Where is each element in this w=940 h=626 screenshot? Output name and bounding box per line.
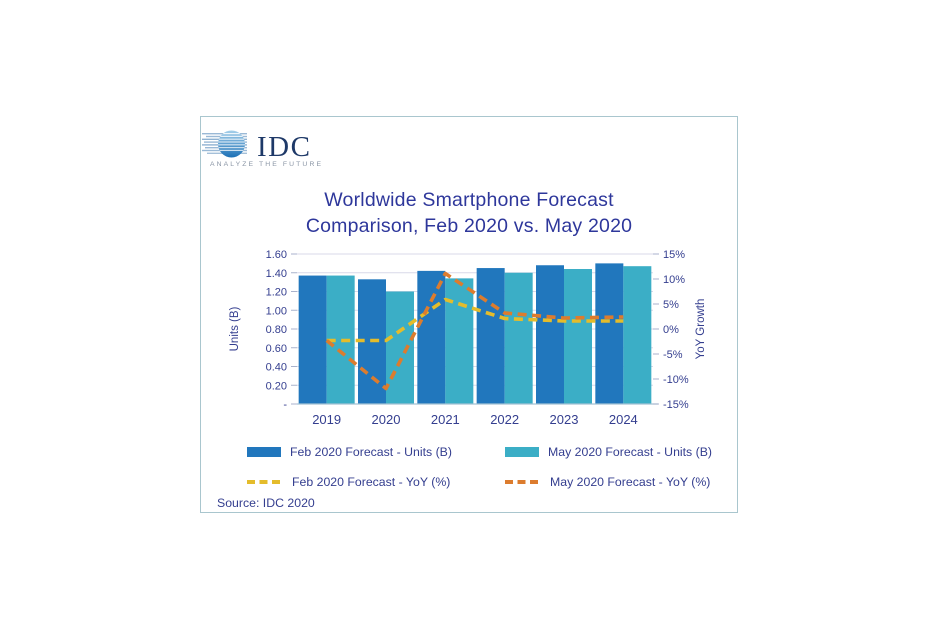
left-tick-label: 0.60 xyxy=(266,343,287,355)
right-axis: 15% 10% 5% 0% -5% -10% -15% xyxy=(653,249,689,411)
legend-label: Feb 2020 Forecast - Units (B) xyxy=(290,445,452,459)
forecast-chart: 1.601.401.201.000.800.600.400.20-15%10%5… xyxy=(229,249,707,427)
x-tick-label-2022: 2022 xyxy=(490,412,519,427)
chart-legend: Feb 2020 Forecast - Units (B) May 2020 Fo… xyxy=(247,445,712,489)
idc-globe-icon xyxy=(218,130,245,158)
left-tick-label: 1.40 xyxy=(266,268,287,280)
legend-bar-swatch xyxy=(505,447,539,457)
left-tick-label: 1.20 xyxy=(266,287,287,299)
idc-logo-text: IDC xyxy=(257,131,311,163)
yoy-line-feb-forecast xyxy=(326,297,624,343)
right-tick-label: 10% xyxy=(663,274,685,286)
legend-dashed-line-swatch xyxy=(505,480,541,484)
left-axis: 1.60 1.40 1.20 1.00 0.80 0.60 0.40 0.20 - xyxy=(266,249,297,411)
x-tick-label-2019: 2019 xyxy=(312,412,341,427)
left-tick-label: - xyxy=(283,399,287,411)
legend-bar-swatch xyxy=(247,447,281,457)
left-tick-label: 0.20 xyxy=(266,380,287,392)
legend-label: Feb 2020 Forecast - YoY (%) xyxy=(292,475,451,489)
chart-title-line1: Worldwide Smartphone Forecast xyxy=(324,189,614,211)
x-tick-label-2023: 2023 xyxy=(550,412,579,427)
source-note: Source: IDC 2020 xyxy=(217,496,315,510)
idc-logo-tagline: ANALYZE THE FUTURE xyxy=(210,161,324,168)
bar-feb-2023 xyxy=(536,265,564,404)
x-axis-labels: 2019 2020 2021 2022 2023 2024 xyxy=(312,412,638,427)
idc-logo: IDC xyxy=(202,130,311,163)
right-tick-label: 15% xyxy=(663,249,685,261)
legend-item-may-units: May 2020 Forecast - Units (B) xyxy=(505,445,712,459)
x-tick-label-2021: 2021 xyxy=(431,412,460,427)
legend-item-feb-yoy: Feb 2020 Forecast - YoY (%) xyxy=(247,475,505,489)
bar-feb-2021 xyxy=(417,270,446,404)
bar-feb-2019 xyxy=(298,275,327,404)
left-tick-label: 0.40 xyxy=(266,362,287,374)
left-axis-title: Units (B) xyxy=(229,306,241,351)
right-tick-label: -15% xyxy=(663,399,689,411)
bars-feb-forecast xyxy=(298,263,624,404)
yoy-line-may-forecast xyxy=(325,271,624,391)
bar-feb-2022 xyxy=(476,268,505,404)
right-tick-label: 0% xyxy=(663,324,679,336)
legend-label: May 2020 Forecast - YoY (%) xyxy=(550,475,711,489)
right-tick-label: 5% xyxy=(663,299,679,311)
bar-may-2020 xyxy=(386,291,414,404)
bar-may-2022 xyxy=(504,272,533,404)
chart-title-line2: Comparison, Feb 2020 vs. May 2020 xyxy=(305,215,633,237)
chart-card: IDC ANALYZE THE FUTURE Worldwide Smartph… xyxy=(200,116,738,513)
bar-feb-2024 xyxy=(595,263,624,404)
left-tick-label: 0.80 xyxy=(266,324,287,336)
left-tick-label: 1.60 xyxy=(266,249,287,261)
right-tick-label: -10% xyxy=(663,374,689,386)
x-tick-label-2024: 2024 xyxy=(609,412,638,427)
bar-may-2023 xyxy=(564,269,592,404)
legend-label: May 2020 Forecast - Units (B) xyxy=(548,445,713,459)
x-tick-label-2020: 2020 xyxy=(372,412,401,427)
chart-title: Worldwide Smartphone Forecast Comparison… xyxy=(201,187,737,239)
legend-item-feb-units: Feb 2020 Forecast - Units (B) xyxy=(247,445,505,459)
bar-may-2024 xyxy=(623,266,652,404)
right-tick-label: -5% xyxy=(663,349,683,361)
legend-item-may-yoy: May 2020 Forecast - YoY (%) xyxy=(505,475,712,489)
right-axis-title: YoY Growth xyxy=(695,299,707,360)
legend-dashed-line-swatch xyxy=(247,480,283,484)
bar-may-2021 xyxy=(445,278,474,404)
left-tick-label: 1.00 xyxy=(266,305,287,317)
